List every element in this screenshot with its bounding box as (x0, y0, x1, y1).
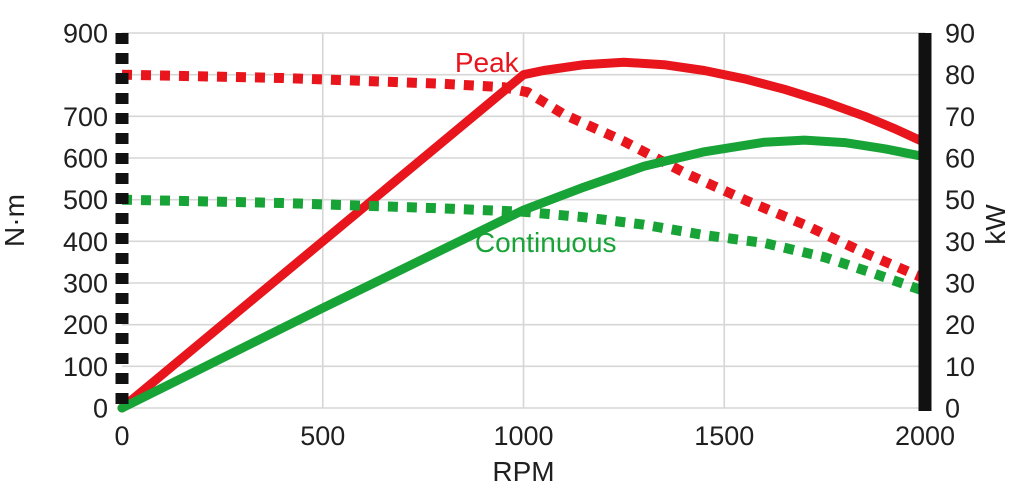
y-left-tick-label: 300 (63, 269, 108, 299)
series-label-peak: Peak (455, 47, 520, 78)
series-peak-power-curve (117, 57, 930, 413)
y-left-tick-label: 400 (63, 227, 108, 257)
y-right-tick-label: 30 (945, 227, 975, 257)
x-axis-title: RPM (492, 456, 554, 487)
y-left-tick-label: 0 (93, 394, 108, 424)
y-right-tick-label: 70 (945, 102, 975, 132)
x-tick-label: 1000 (493, 421, 553, 451)
y-left-axis-title: N·m (0, 194, 30, 247)
x-tick-label: 500 (300, 421, 345, 451)
y-left-tick-label: 500 (63, 185, 108, 215)
y-right-tick-label: 80 (945, 60, 975, 90)
y-right-tick-label: 60 (945, 144, 975, 174)
y-right-axis-title: kW (980, 204, 1011, 245)
y-right-tick-label: 20 (945, 310, 975, 340)
series-continuous-torque-curve (121, 194, 927, 297)
series-label-continuous: Continuous (475, 227, 617, 258)
y-left-tick-label: 200 (63, 310, 108, 340)
y-left-tick-label: 100 (63, 352, 108, 382)
x-tick-label: 0 (114, 421, 129, 451)
series-continuous-power-curve (117, 135, 930, 413)
y-right-tick-label: 0 (945, 394, 960, 424)
series-peak-torque-curve (121, 69, 927, 284)
y-right-tick-label: 30 (945, 269, 975, 299)
y-left-tick-label: 600 (63, 144, 108, 174)
x-tick-label: 2000 (895, 421, 955, 451)
y-left-tick-label: 700 (63, 102, 108, 132)
y-right-tick-label: 10 (945, 352, 975, 382)
y-right-tick-label: 90 (945, 19, 975, 49)
y-left-tick-label: 900 (63, 19, 108, 49)
y-right-tick-label: 50 (945, 185, 975, 215)
x-tick-label: 1500 (694, 421, 754, 451)
